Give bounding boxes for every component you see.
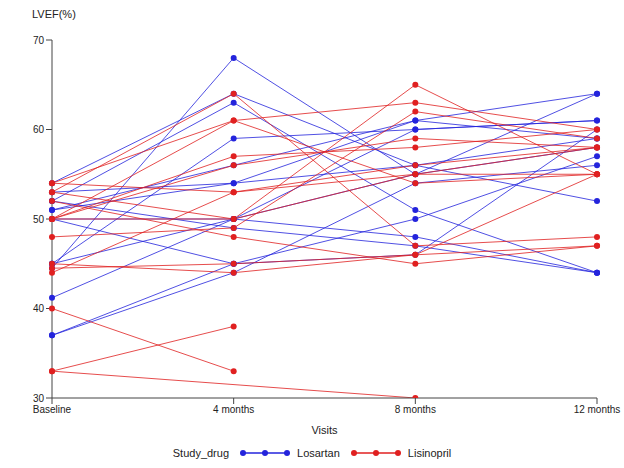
- html-text:Losartan: Losartan: [297, 447, 340, 459]
- html-text:Lisinopril: Lisinopril: [407, 447, 452, 459]
- html-text:LVEF(%): LVEF(%): [32, 8, 76, 20]
- svg-text:40: 40: [33, 303, 45, 314]
- svg-text:Visits: Visits: [311, 424, 338, 436]
- svg-text:60: 60: [33, 124, 45, 135]
- svg-text:30: 30: [33, 393, 45, 404]
- svg-text:70: 70: [33, 35, 45, 46]
- svg-text:Baseline: Baseline: [33, 404, 72, 415]
- svg-text:4 months: 4 months: [213, 404, 254, 415]
- svg-text:50: 50: [33, 214, 45, 225]
- html-text:Study_drug: Study_drug: [172, 447, 229, 459]
- svg-text:12 months: 12 months: [574, 404, 616, 415]
- svg-text:8 months: 8 months: [395, 404, 436, 415]
